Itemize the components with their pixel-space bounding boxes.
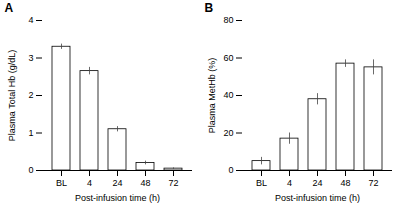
svg-text:0: 0 [228,165,233,175]
svg-text:0: 0 [28,165,33,175]
svg-text:BL: BL [56,178,67,188]
svg-text:2: 2 [28,90,33,100]
svg-text:Post-infusion time (h): Post-infusion time (h) [75,193,160,203]
svg-text:80: 80 [223,15,233,25]
svg-text:Plasma Total Hb (g/dL): Plasma Total Hb (g/dL) [7,50,17,141]
svg-text:B: B [205,1,214,15]
svg-text:4: 4 [87,178,92,188]
svg-text:48: 48 [340,178,350,188]
svg-text:40: 40 [223,90,233,100]
svg-text:20: 20 [223,128,233,138]
svg-text:4: 4 [28,15,33,25]
svg-text:BL: BL [256,178,267,188]
svg-text:Post-infusion time (h): Post-infusion time (h) [275,193,360,203]
svg-text:48: 48 [140,178,150,188]
svg-text:72: 72 [368,178,378,188]
svg-text:3: 3 [28,53,33,63]
svg-text:72: 72 [168,178,178,188]
svg-text:Plasma MetHb (%): Plasma MetHb (%) [207,58,217,134]
svg-text:24: 24 [312,178,322,188]
svg-text:60: 60 [223,53,233,63]
svg-text:A: A [5,1,14,15]
svg-text:4: 4 [287,178,292,188]
svg-text:1: 1 [28,128,33,138]
svg-text:24: 24 [112,178,122,188]
